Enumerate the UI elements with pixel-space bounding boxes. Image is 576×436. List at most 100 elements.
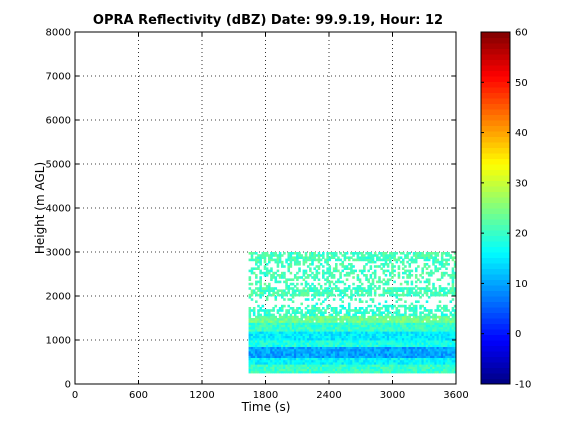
heatmap-cell <box>453 342 457 345</box>
heatmap-cell <box>322 351 325 354</box>
heatmap-cell <box>425 362 429 365</box>
heatmap-cell <box>261 315 265 319</box>
heatmap-cell <box>447 289 450 292</box>
heatmap-cell <box>300 355 303 358</box>
heatmap-cell <box>384 307 388 310</box>
heatmap-cell <box>356 362 360 365</box>
heatmap-cell <box>451 362 455 365</box>
heatmap-cell <box>438 335 442 339</box>
heatmap-cell <box>328 322 332 325</box>
heatmap-cell <box>274 291 278 295</box>
heatmap-cell <box>419 289 422 292</box>
heatmap-cell <box>315 324 319 328</box>
heatmap-cell <box>391 291 394 295</box>
heatmap-cell <box>393 370 396 374</box>
heatmap-cell <box>304 282 308 286</box>
heatmap-cell <box>324 340 327 343</box>
heatmap-cell <box>347 359 351 363</box>
heatmap-cell <box>410 359 414 363</box>
heatmap-cell <box>378 355 381 358</box>
heatmap-cell <box>291 291 295 295</box>
heatmap-cell <box>436 370 440 374</box>
heatmap-cell <box>451 271 455 275</box>
heatmap-cell <box>306 258 310 262</box>
heatmap-cell <box>356 309 360 312</box>
heatmap-cell <box>345 293 349 297</box>
heatmap-cell <box>427 337 431 341</box>
heatmap-cell <box>376 364 379 367</box>
heatmap-cell <box>317 353 321 356</box>
heatmap-cell <box>354 344 358 347</box>
heatmap-cell <box>270 368 273 372</box>
heatmap-cell <box>412 309 416 312</box>
heatmap-cell <box>354 370 358 374</box>
heatmap-cell <box>268 359 271 363</box>
heatmap-cell <box>430 309 433 312</box>
heatmap-cell <box>280 368 284 372</box>
heatmap-cell <box>391 287 394 290</box>
heatmap-cell <box>315 269 319 273</box>
heatmap-cell <box>317 307 321 310</box>
heatmap-cell <box>367 315 370 319</box>
heatmap-cell <box>423 307 427 310</box>
heatmap-cell <box>350 362 353 365</box>
heatmap-cell <box>356 258 360 262</box>
heatmap-cell <box>445 346 448 350</box>
heatmap-cell <box>283 276 286 279</box>
heatmap-cell <box>354 298 358 301</box>
heatmap-cell <box>369 289 373 292</box>
heatmap-cell <box>296 322 299 325</box>
heatmap-cell <box>414 258 418 262</box>
heatmap-cell <box>443 368 446 372</box>
colorbar-segment <box>481 224 510 231</box>
heatmap-cell <box>298 256 301 259</box>
heatmap-cell <box>386 304 390 308</box>
heatmap-cell <box>371 353 375 356</box>
heatmap-cell <box>356 322 360 325</box>
heatmap-cell <box>343 267 347 270</box>
heatmap-cell <box>354 311 358 314</box>
heatmap-cell <box>319 353 323 356</box>
heatmap-cell <box>378 337 381 341</box>
y-tick-label: 5000 <box>46 160 71 171</box>
heatmap-cell <box>389 258 392 262</box>
heatmap-cell <box>345 335 349 339</box>
heatmap-cell <box>443 353 446 356</box>
heatmap-cell <box>285 309 288 312</box>
heatmap-cell <box>414 260 418 264</box>
heatmap-cell <box>401 335 405 339</box>
heatmap-cell <box>304 315 308 319</box>
heatmap-cell <box>255 370 258 374</box>
heatmap-cell <box>283 293 286 297</box>
heatmap-cell <box>425 366 429 369</box>
heatmap-cell <box>401 340 405 343</box>
heatmap-cell <box>272 329 275 332</box>
heatmap-cell <box>447 324 450 328</box>
heatmap-cell <box>280 362 284 365</box>
heatmap-cell <box>300 333 303 336</box>
heatmap-cell <box>376 326 379 330</box>
heatmap-cell <box>343 291 347 295</box>
heatmap-cell <box>345 333 349 336</box>
heatmap-cell <box>427 254 431 257</box>
heatmap-cell <box>393 351 396 354</box>
heatmap-cell <box>255 331 258 334</box>
heatmap-cell <box>311 357 314 361</box>
heatmap-cell <box>384 353 388 356</box>
heatmap-cell <box>376 256 379 259</box>
heatmap-cell <box>360 287 364 290</box>
heatmap-cell <box>350 333 353 336</box>
heatmap-cell <box>371 271 375 275</box>
heatmap-cell <box>304 313 308 317</box>
heatmap-cell <box>447 348 450 352</box>
heatmap-cell <box>278 348 282 352</box>
heatmap-cell <box>285 287 288 290</box>
heatmap-cell <box>434 366 437 369</box>
heatmap-cell <box>265 263 269 266</box>
heatmap-cell <box>319 311 323 314</box>
heatmap-cell <box>434 342 437 345</box>
heatmap-cell <box>367 320 370 323</box>
heatmap-cell <box>332 348 336 352</box>
heatmap-cell <box>354 322 358 325</box>
heatmap-cell <box>406 329 409 332</box>
